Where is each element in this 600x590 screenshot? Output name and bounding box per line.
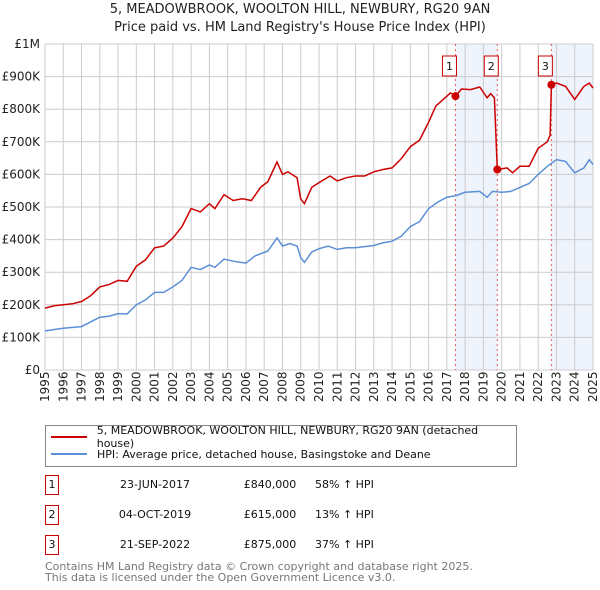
sale-date: 04-OCT-2019 — [118, 508, 192, 521]
x-tick-label: 1999 — [111, 371, 125, 402]
x-tick-label: 2013 — [367, 371, 381, 402]
sale-label: 3 — [542, 60, 549, 73]
legend-item-hpi: HPI: Average price, detached house, Basi… — [51, 446, 431, 462]
x-tick-label: 2014 — [385, 371, 399, 402]
x-tick-label: 2022 — [531, 371, 545, 402]
x-tick-label: 2017 — [440, 371, 454, 402]
sale-number: 2 — [45, 505, 59, 525]
sale-date: 21-SEP-2022 — [119, 538, 191, 551]
x-tick-label: 1998 — [93, 371, 107, 402]
legend-label-property: 5, MEADOWBROOK, WOOLTON HILL, NEWBURY, R… — [96, 424, 479, 450]
x-tick-label: 1997 — [75, 371, 89, 402]
x-tick-label: 2012 — [349, 371, 363, 402]
legend-swatch-hpi — [51, 453, 87, 455]
x-tick-label: 2016 — [422, 371, 436, 402]
sale-date: 23-JUN-2017 — [119, 478, 191, 491]
y-tick-label: £600K — [2, 167, 42, 181]
x-tick-label: 1996 — [56, 371, 70, 402]
sale-price: £875,000 — [243, 538, 297, 551]
x-tick-label: 2010 — [312, 371, 326, 402]
hpi-series-line — [44, 158, 594, 332]
sale-label-box — [483, 55, 499, 77]
y-tick-label: £500K — [2, 200, 42, 214]
y-tick-label: £800K — [2, 102, 42, 116]
sale-hpi-diff: 37% ↑ HPI — [315, 538, 374, 551]
x-tick-label: 2008 — [275, 371, 289, 402]
x-tick-label: 2006 — [239, 371, 253, 402]
footer-licence: This data is licensed under the Open Gov… — [45, 571, 396, 584]
x-tick-label: 2023 — [549, 371, 563, 402]
y-tick-label: £100K — [2, 330, 42, 344]
y-tick-label: £700K — [2, 135, 42, 149]
sale-label-box — [537, 55, 553, 77]
x-tick-label: 2002 — [166, 371, 180, 402]
x-tick-label: 2020 — [495, 371, 509, 402]
sale-point — [493, 165, 502, 174]
sale-label-box — [441, 55, 457, 77]
property-series-line — [44, 82, 594, 309]
chart-subtitle: Price paid vs. HM Land Registry's House … — [114, 20, 486, 35]
x-tick-label: 2000 — [129, 371, 143, 402]
sale-row: 1 23-JUN-2017 £840,000 58% ↑ HPI — [45, 475, 545, 495]
y-tick-label: £1M — [14, 37, 40, 51]
sale-price: £615,000 — [243, 508, 297, 521]
x-tick-label: 2001 — [148, 371, 162, 402]
y-tick-label: £300K — [2, 265, 42, 279]
x-tick-label: 2025 — [586, 371, 600, 402]
sale-row: 2 04-OCT-2019 £615,000 13% ↑ HPI — [45, 505, 545, 525]
x-tick-label: 2024 — [568, 371, 582, 402]
sale-label: 1 — [446, 60, 453, 73]
x-tick-label: 2005 — [221, 371, 235, 402]
x-tick-label: 2007 — [257, 371, 271, 402]
y-tick-label: £900K — [2, 70, 42, 84]
sale-hpi-diff: 13% ↑ HPI — [315, 508, 374, 521]
x-tick-label: 2018 — [458, 371, 472, 402]
sale-point — [547, 80, 556, 89]
sale-label: 2 — [488, 60, 495, 73]
x-tick-label: 2004 — [202, 371, 216, 402]
sale-row: 3 21-SEP-2022 £875,000 37% ↑ HPI — [45, 535, 545, 555]
sale-point — [451, 92, 460, 101]
x-tick-label: 2011 — [330, 371, 344, 402]
y-tick-label: £400K — [2, 233, 42, 247]
sale-hpi-diff: 58% ↑ HPI — [315, 478, 374, 491]
footer-copyright: Contains HM Land Registry data © Crown c… — [45, 560, 473, 573]
legend-label-hpi: HPI: Average price, detached house, Basi… — [97, 447, 431, 461]
chart-plot: £0 £100K £200K £300K £400K £500K £600K £700K £80… — [2, 37, 600, 402]
sale-number: 3 — [45, 535, 59, 555]
legend: 5, MEADOWBROOK, WOOLTON HILL, NEWBURY, R… — [45, 424, 517, 467]
legend-swatch-property — [51, 436, 87, 438]
x-tick-label: 2009 — [294, 371, 308, 402]
y-tick-label: £200K — [2, 298, 42, 312]
sale-number: 1 — [45, 475, 59, 495]
x-tick-label: 2021 — [513, 371, 527, 402]
x-tick-label: 1995 — [38, 371, 52, 402]
legend-item-property: 5, MEADOWBROOK, WOOLTON HILL, NEWBURY, R… — [51, 424, 516, 450]
sale-price: £840,000 — [243, 478, 297, 491]
x-tick-label: 2019 — [476, 371, 490, 402]
x-tick-label: 2015 — [403, 371, 417, 402]
chart-title: 5, MEADOWBROOK, WOOLTON HILL, NEWBURY, R… — [109, 2, 491, 17]
y-tick-label: £0 — [25, 363, 40, 377]
x-tick-label: 2003 — [184, 371, 198, 402]
